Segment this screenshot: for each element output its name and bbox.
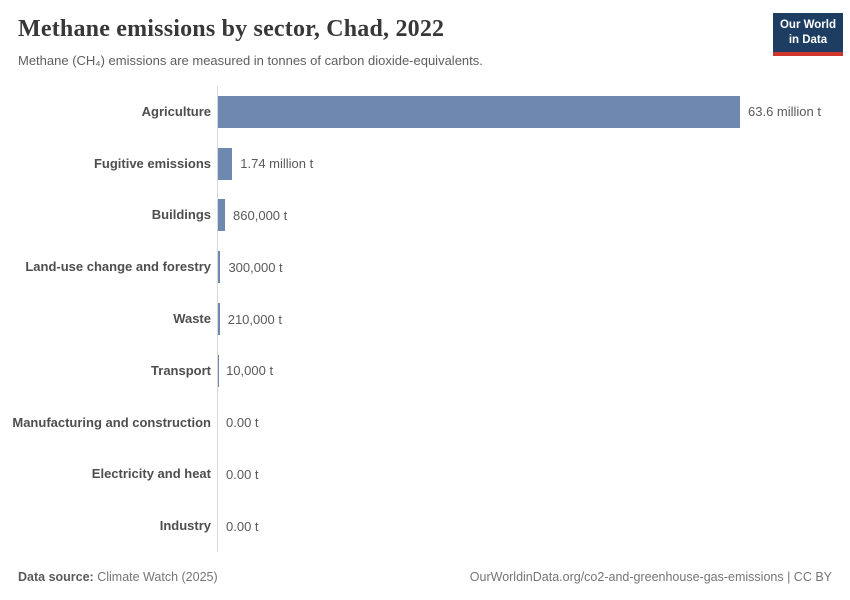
bar[interactable] — [218, 147, 233, 180]
bar-chart-rows: Agriculture 63.6 million t Fugitive emis… — [0, 86, 850, 553]
chart-row: Manufacturing and construction 0.00 t — [0, 396, 850, 449]
value-label: 0.00 t — [226, 466, 259, 482]
row-plot: 0.00 t — [217, 500, 850, 553]
chart-row: Land-use change and forestry 300,000 t — [0, 241, 850, 294]
row-plot: 10,000 t — [217, 344, 850, 397]
value-label: 0.00 t — [226, 518, 259, 534]
data-source-value: Climate Watch (2025) — [97, 570, 218, 584]
value-label: 10,000 t — [226, 363, 274, 379]
data-source: Data source: Climate Watch (2025) — [18, 570, 218, 584]
chart-row: Industry 0.00 t — [0, 500, 850, 553]
chart-row: Transport 10,000 t — [0, 344, 850, 397]
chart-row: Buildings 860,000 t — [0, 189, 850, 242]
value-label: 860,000 t — [233, 207, 288, 223]
chart-subtitle: Methane (CH₄) emissions are measured in … — [18, 53, 483, 68]
chart-title: Methane emissions by sector, Chad, 2022 — [18, 16, 445, 42]
value-label: 63.6 million t — [748, 104, 821, 120]
owid-logo[interactable]: Our World in Data — [772, 13, 843, 56]
data-source-label: Data source: — [18, 570, 94, 584]
category-label: Buildings — [151, 207, 211, 223]
value-label: 1.74 million t — [240, 156, 314, 172]
value-label: 210,000 t — [227, 311, 282, 327]
chart-row: Waste 210,000 t — [0, 293, 850, 345]
row-plot: 63.6 million t — [217, 86, 850, 138]
bar[interactable] — [218, 303, 220, 336]
row-plot: 860,000 t — [217, 189, 850, 242]
bar[interactable] — [218, 199, 226, 232]
chart-footer: Data source: Climate Watch (2025) OurWor… — [18, 570, 832, 584]
row-plot: 0.00 t — [217, 396, 850, 449]
chart-row: Electricity and heat 0.00 t — [0, 448, 850, 501]
row-plot: 210,000 t — [217, 293, 850, 345]
category-label: Waste — [173, 310, 211, 326]
chart-row: Fugitive emissions 1.74 million t — [0, 137, 850, 190]
chart-row: Agriculture 63.6 million t — [0, 86, 850, 138]
category-label: Electricity and heat — [91, 466, 211, 482]
category-label: Transport — [151, 362, 211, 378]
category-label: Industry — [159, 518, 211, 534]
footer-link[interactable]: OurWorldinData.org/co2-and-greenhouse-ga… — [469, 570, 832, 584]
row-plot: 300,000 t — [217, 241, 850, 294]
bar[interactable] — [218, 251, 221, 284]
owid-logo-line1: Our World — [779, 19, 836, 31]
category-label: Land-use change and forestry — [25, 259, 211, 275]
chart-header: Methane emissions by sector, Chad, 2022 … — [0, 0, 850, 86]
category-label: Manufacturing and construction — [12, 414, 211, 430]
bar[interactable] — [218, 95, 740, 128]
row-plot: 0.00 t — [217, 448, 850, 501]
row-plot: 1.74 million t — [217, 137, 850, 190]
value-label: 0.00 t — [226, 415, 259, 431]
bar-chart: Agriculture 63.6 million t Fugitive emis… — [0, 86, 850, 553]
owid-logo-line2: in Data — [788, 33, 828, 46]
value-label: 300,000 t — [228, 259, 283, 275]
category-label: Fugitive emissions — [93, 155, 211, 171]
category-label: Agriculture — [141, 103, 211, 119]
